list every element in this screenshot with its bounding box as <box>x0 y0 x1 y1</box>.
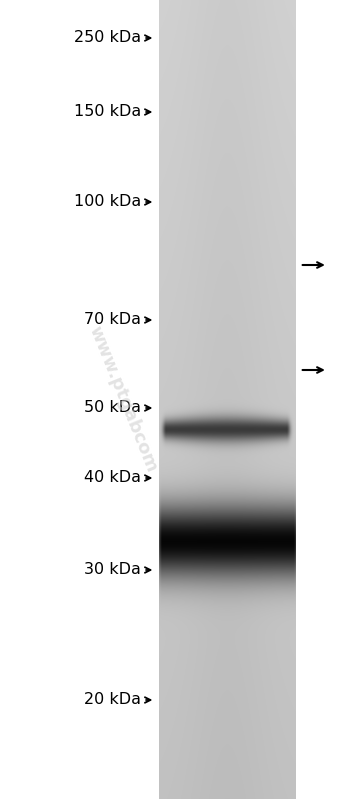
Text: 250 kDa: 250 kDa <box>74 30 141 46</box>
Text: 20 kDa: 20 kDa <box>84 693 141 707</box>
Text: 70 kDa: 70 kDa <box>84 312 141 328</box>
Text: 30 kDa: 30 kDa <box>84 562 141 578</box>
Text: 150 kDa: 150 kDa <box>74 105 141 120</box>
Text: 100 kDa: 100 kDa <box>74 194 141 209</box>
Text: 50 kDa: 50 kDa <box>84 400 141 415</box>
Text: 40 kDa: 40 kDa <box>84 471 141 486</box>
Text: www.ptgabcom: www.ptgabcom <box>85 324 160 475</box>
